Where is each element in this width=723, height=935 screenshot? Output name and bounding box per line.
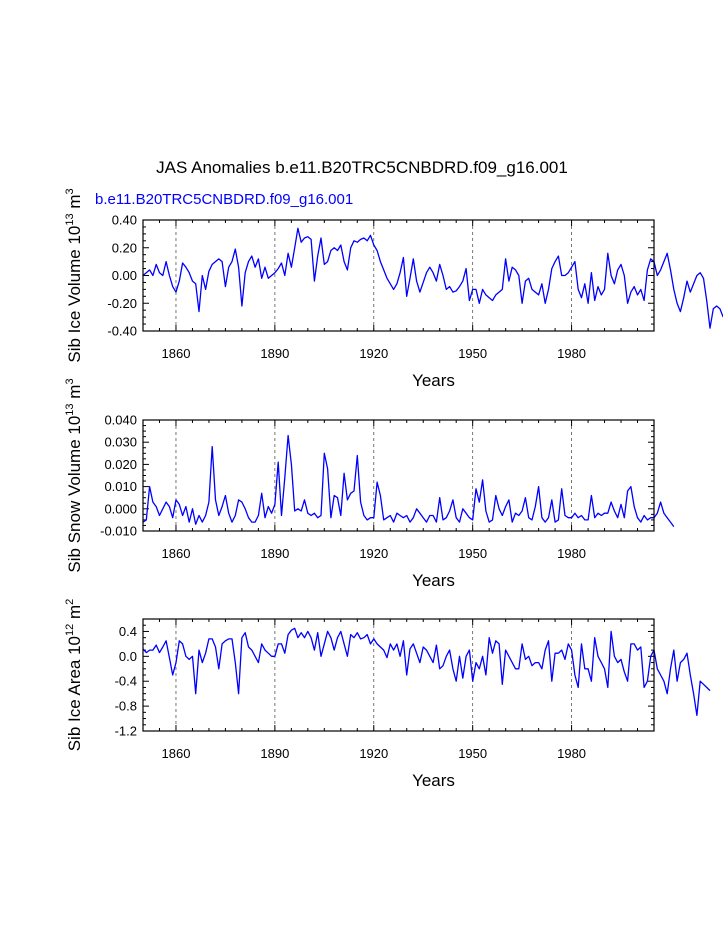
x-tick-label: 1890 [260,346,289,361]
series-line-ice-area [142,627,711,717]
y-tick-label: -0.4 [115,674,137,689]
x-axis-label: Years [412,371,455,390]
y-tick-label: 0.000 [104,501,137,516]
y-tick-label: -0.40 [107,324,137,339]
series-line-snow-volume [142,434,675,527]
x-tick-label: 1950 [458,546,487,561]
y-tick-label: -0.010 [100,524,137,539]
x-tick-label: 1950 [458,746,487,761]
y-tick-label: -1.2 [115,724,137,739]
plot-frame-ice-volume [142,219,655,332]
y-tick-label: 0.0 [119,649,137,664]
series-line-ice-volume [142,227,723,329]
x-tick-label: 1980 [557,346,586,361]
x-tick-label: 1920 [359,346,388,361]
x-tick-label: 1920 [359,546,388,561]
panel-ice-volume: 1860 1890 1920 1950 1980 -0.40 -0.20 0.00 0.20 0.… [64,188,723,390]
x-tick-label: 1890 [260,546,289,561]
x-tick-label: 1920 [359,746,388,761]
y-tick-label: 0.030 [104,435,137,450]
x-axis-label: Years [412,771,455,790]
y-tick-label: 0.00 [112,268,137,283]
panel-ice-area: 1860 1890 1920 1950 1980 -1.2 -0.8 -0.4 0.0 0.4 Ye… [64,599,711,790]
y-tick-label: 0.020 [104,457,137,472]
x-tick-label: 1980 [557,746,586,761]
x-tick-label: 1860 [162,546,191,561]
plot-frame-ice-area [142,618,655,732]
y-tick-label: -0.20 [107,296,137,311]
x-tick-label: 1860 [162,346,191,361]
y-tick-label: 0.040 [104,413,137,428]
y-tick-label: -0.8 [115,699,137,714]
figure-title: JAS Anomalies b.e11.B20TRC5CNBDRD.f09_g1… [156,158,568,177]
case-label: b.e11.B20TRC5CNBDRD.f09_g16.001 [95,191,353,208]
panels: 1860 1890 1920 1950 1980 -0.40 -0.20 0.00 0.20 0.… [64,188,723,790]
y-tick-label: 0.4 [119,624,137,639]
y-tick-label: 0.40 [112,213,137,228]
x-tick-label: 1980 [557,546,586,561]
y-axis-label: Sib Ice Area 1012 m2 [64,599,84,752]
plot-frame-snow-volume [142,419,655,532]
x-tick-label: 1890 [260,746,289,761]
x-tick-label: 1860 [162,746,191,761]
y-axis-label: Sib Ice Volume 1013 m3 [64,188,84,362]
panel-snow-volume: 1860 1890 1920 1950 1980 -0.010 0.000 0.010 0.02… [64,378,675,590]
y-axis-label: Sib Snow Volume 1013 m3 [64,378,84,572]
y-tick-label: 0.20 [112,240,137,255]
x-tick-label: 1950 [458,346,487,361]
x-axis-label: Years [412,571,455,590]
y-tick-label: 0.010 [104,479,137,494]
